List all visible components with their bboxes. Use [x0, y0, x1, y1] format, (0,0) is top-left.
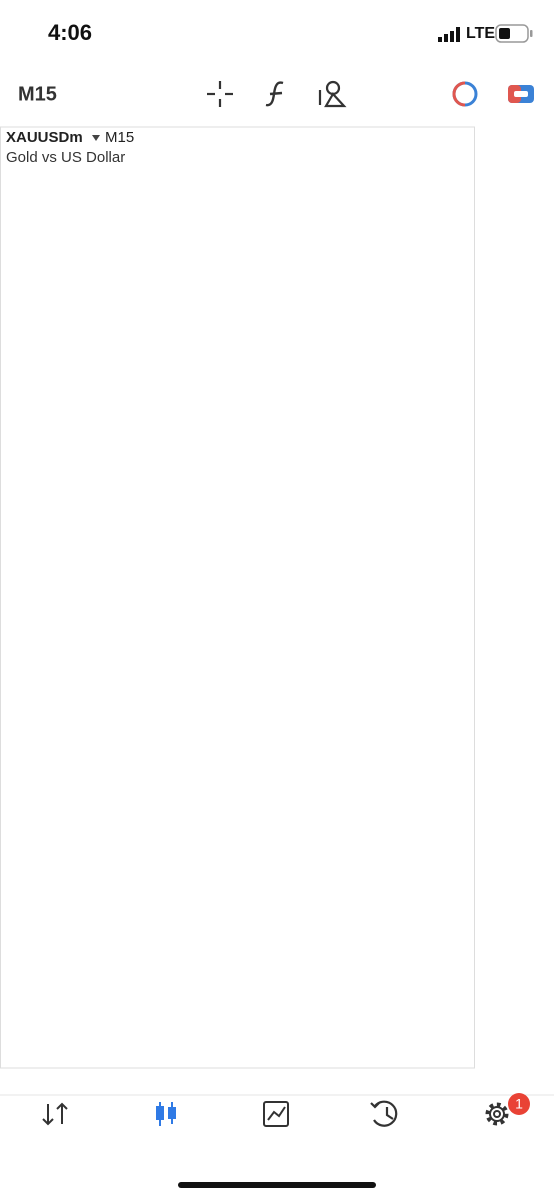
chart-icon — [156, 1102, 176, 1126]
signal-icon — [438, 27, 460, 42]
history-icon — [370, 1100, 398, 1127]
chart-subtitle: Gold vs US Dollar — [6, 149, 125, 166]
objects-button[interactable] — [318, 80, 347, 108]
chart-timeframe: M15 — [105, 129, 134, 146]
chart-frame — [0, 126, 475, 1069]
timeframe-button[interactable]: M15 — [18, 83, 57, 105]
home-indicator — [178, 1182, 376, 1188]
trade-button[interactable] — [508, 85, 534, 103]
settings-icon — [485, 1093, 530, 1126]
network-label: LTE — [466, 25, 495, 42]
indicators-button[interactable] — [265, 81, 284, 107]
crosshair-button[interactable] — [207, 81, 233, 107]
quotes-icon — [42, 1102, 68, 1126]
trade-icon — [263, 1101, 289, 1127]
one-click-button[interactable] — [452, 81, 478, 107]
symbol-dropdown[interactable] — [92, 135, 100, 141]
battery-icon — [495, 24, 533, 43]
settings-badge: 1 — [515, 1096, 523, 1112]
status-time: 4:06 — [48, 20, 92, 45]
chart-symbol[interactable]: XAUUSDm — [6, 129, 83, 146]
